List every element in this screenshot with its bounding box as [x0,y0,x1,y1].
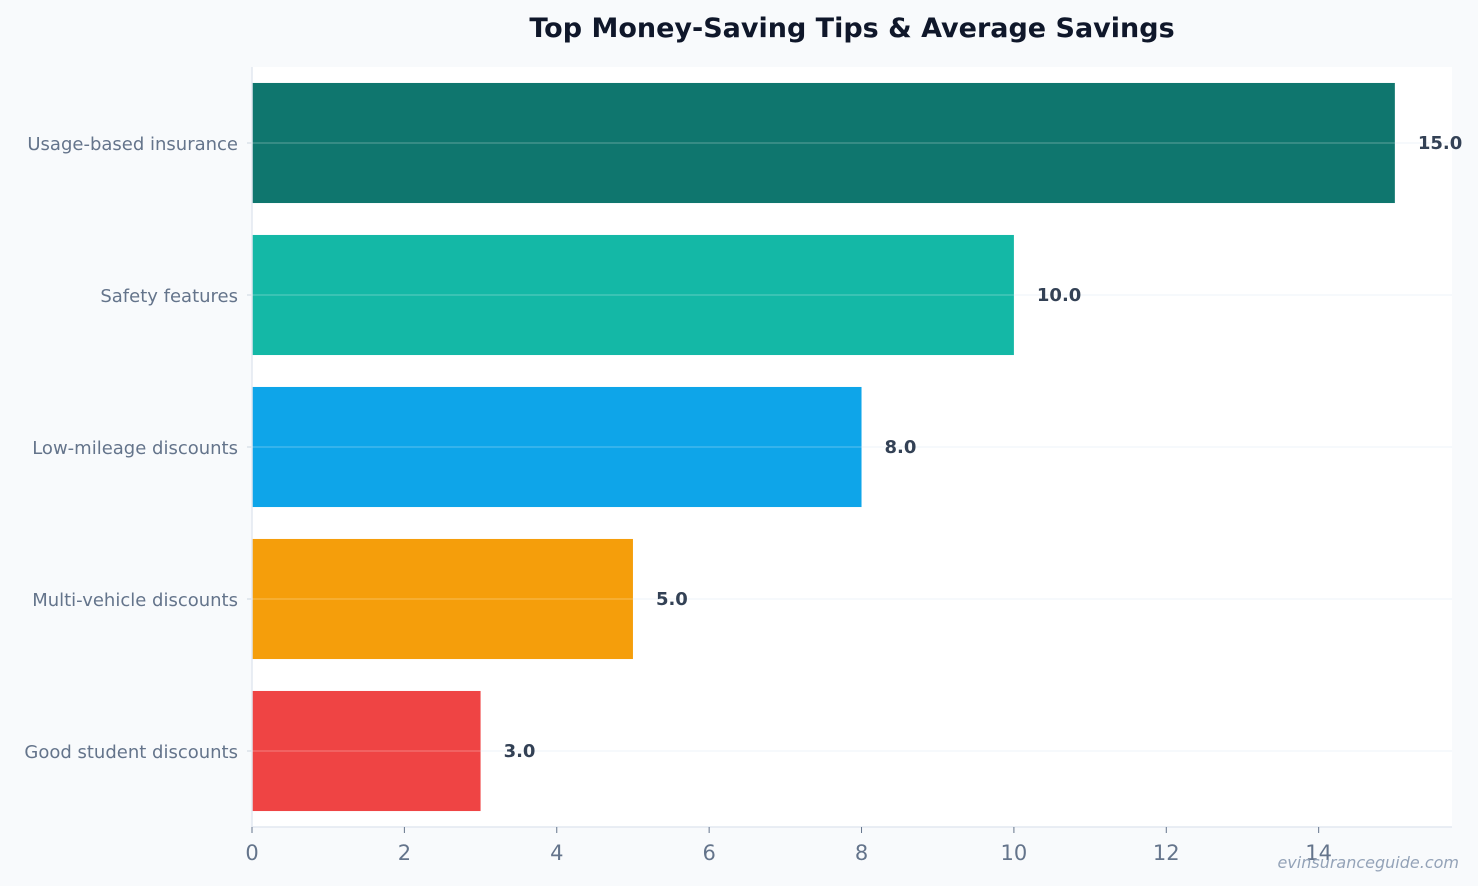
x-tick-label: 4 [550,841,563,865]
grid-overlay [252,142,1395,752]
bar-low-mileage-discounts [252,386,862,508]
bar-safety-features [252,234,1014,356]
bar-multi-vehicle-discounts [252,538,633,660]
bars-group [252,82,1395,812]
value-label: 15.0 [1418,133,1462,154]
value-label: 10.0 [1037,285,1081,306]
category-label: Usage-based insurance [27,134,238,155]
x-tick-label: 6 [702,841,715,865]
category-label: Good student discounts [24,742,238,763]
watermark: evinsuranceguide.com [1277,853,1459,872]
bar-usage-based-insurance [252,82,1395,204]
labels-group: Usage-based insurance 15.0 Safety features… [24,133,1462,865]
x-tick-label: 14 [1305,841,1332,865]
bar-good-student-discounts [252,690,481,812]
x-tick-label: 2 [398,841,411,865]
axes-group [247,67,1452,833]
x-tick-label: 12 [1153,841,1180,865]
x-tick-label: 0 [245,841,258,865]
category-label: Low-mileage discounts [32,438,238,459]
value-label: 5.0 [656,589,688,610]
value-label: 3.0 [504,741,536,762]
category-label: Safety features [100,286,238,307]
category-label: Multi-vehicle discounts [32,590,238,611]
x-tick-label: 8 [855,841,868,865]
chart-title: Top Money-Saving Tips & Average Savings [529,13,1174,44]
value-label: 8.0 [885,437,917,458]
x-tick-label: 10 [1001,841,1028,865]
